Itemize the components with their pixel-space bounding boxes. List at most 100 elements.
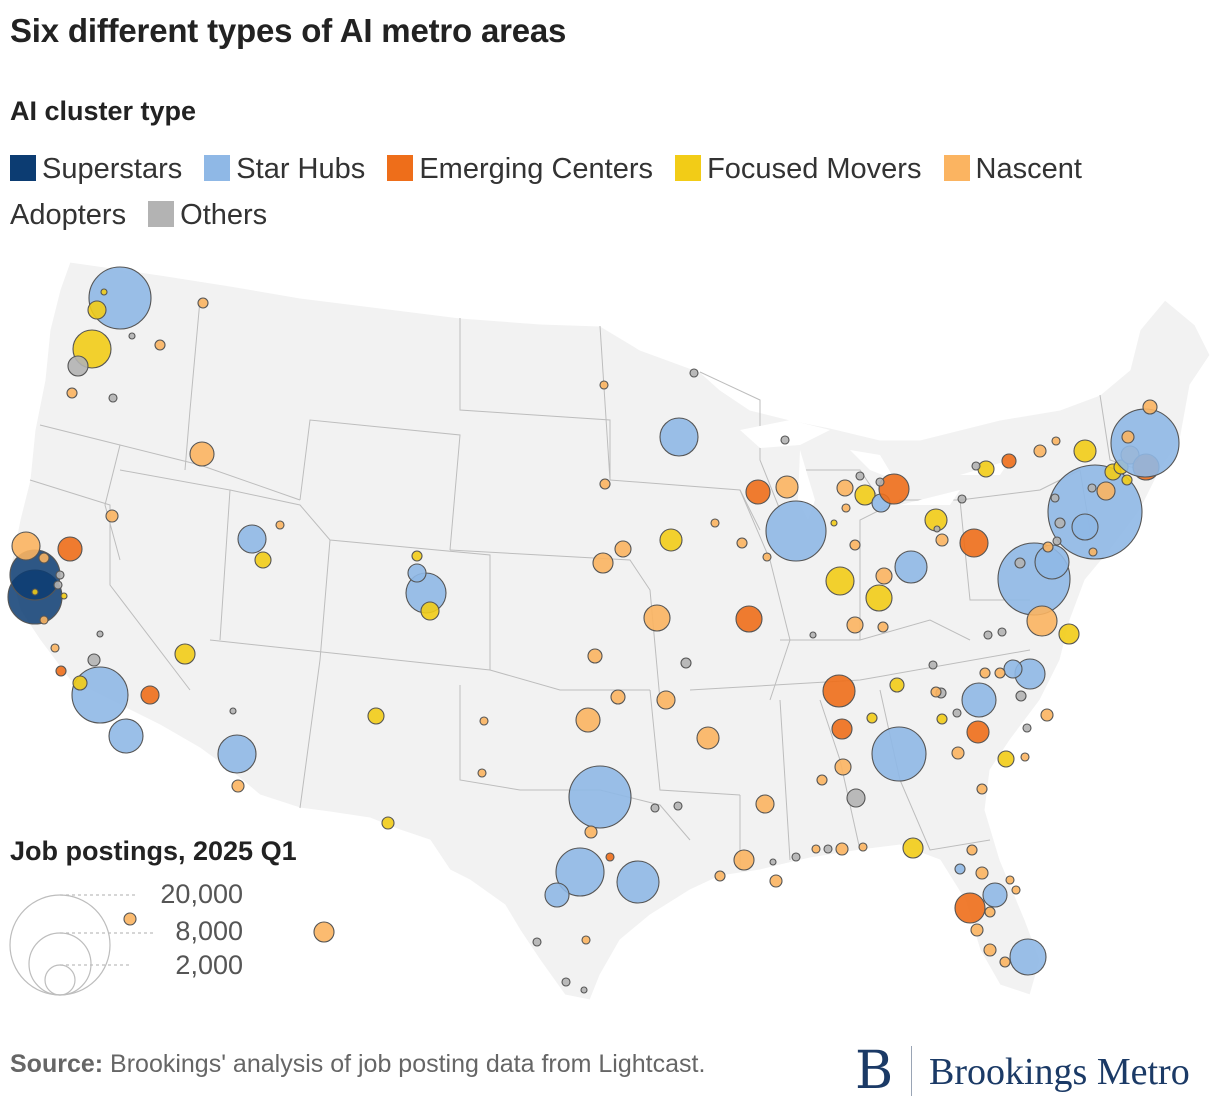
metro-bubble-emerging-center [605,852,615,862]
metro-bubble-nascent-adopter [979,667,991,679]
metro-bubble-nascent-adopter [1005,875,1015,885]
metro-bubble-other [823,844,833,854]
metro-bubble-focused-mover [825,566,855,596]
legend-item-superstars: Superstars [10,153,182,185]
metro-bubble-nascent-adopter [581,935,591,945]
metro-bubble-other [1015,690,1027,702]
metro-bubble-nascent-adopter [877,621,889,633]
metro-bubble-star-hub [616,860,660,904]
metro-bubble-star-hub [659,417,699,457]
metro-bubble-focused-mover [997,750,1015,768]
metro-bubble-nascent-adopter [846,616,864,634]
metro-bubble-emerging-center [831,718,853,740]
metro-bubble-star-hub [765,500,827,562]
metro-bubble-emerging-center [57,536,83,562]
metro-bubble-star-hub [237,524,267,554]
metro-bubble-nascent-adopter [849,539,861,551]
swatch-star-hubs [204,155,231,181]
metro-bubble-nascent-adopter [592,552,614,574]
metro-bubble-other [1050,493,1060,503]
metro-bubble-other [875,477,885,487]
metro-bubble-focused-mover [830,519,838,527]
metro-bubble-other [769,858,777,866]
metro-bubble-emerging-center [55,665,67,677]
metro-bubble-emerging-center [745,479,771,505]
metro-bubble-other [1087,483,1097,493]
metro-bubble-other [680,657,692,669]
metro-bubble-star-hub [544,882,570,908]
logo-divider [911,1046,912,1096]
metro-bubble-emerging-center [954,892,986,924]
size-label-2000: 2,000 [175,950,243,980]
metro-bubble-focused-mover [936,713,948,725]
metro-bubble-nascent-adopter [123,912,137,926]
metro-bubble-nascent-adopter [189,441,215,467]
source-label: Source: [10,1050,104,1078]
metro-bubble-nascent-adopter [656,690,676,710]
legend-label: Superstars [42,153,183,185]
legend-item-emerging-centers: Emerging Centers [387,153,653,185]
brookings-metro-logo: B Brookings Metro [855,1040,1215,1102]
source-note: Source: Brookings' analysis of job posti… [10,1050,705,1079]
metro-bubble-nascent-adopter [231,779,245,793]
metro-bubble-nascent-adopter [999,956,1011,968]
chart-title: Six different types of AI metro areas [10,12,567,49]
size-label-20000: 20,000 [160,879,243,909]
metro-bubble-other [997,627,1007,637]
metro-bubble-focused-mover [254,551,272,569]
metro-bubble-nascent-adopter [875,567,893,585]
metro-bubble-star-hub [217,734,257,774]
metro-bubble-nascent-adopter [714,870,726,882]
metro-bubble-other [1054,517,1066,529]
metro-bubble-emerging-center [822,674,856,708]
metro-bubble-nascent-adopter [1026,605,1058,637]
size-circle-20000 [9,894,111,996]
swatch-emerging-centers [387,155,414,181]
metro-bubble-focused-mover [1121,474,1133,486]
legend-label: Emerging Centers [419,153,654,185]
legend-item-star-hubs: Star Hubs [204,153,365,185]
metro-bubble-star-hub [1009,938,1047,976]
metro-bubble-other [957,494,967,504]
metro-bubble-nascent-adopter [976,783,988,795]
metro-bubble-star-hub [108,718,144,754]
metro-bubble-focused-mover [420,601,440,621]
metro-bubble-nascent-adopter [1020,752,1030,762]
metro-bubble-focused-mover [381,816,395,830]
metro-bubble-emerging-center [140,685,160,705]
metro-bubble-nascent-adopter [994,667,1006,679]
metro-bubble-nascent-adopter [858,842,868,852]
metro-bubble-other [809,631,817,639]
metro-bubble-focused-mover [889,677,905,693]
metro-bubble-nascent-adopter [614,540,632,558]
metro-bubble-nascent-adopter [1051,436,1061,446]
metro-bubble-nascent-adopter [1042,541,1054,553]
metro-bubble-nascent-adopter [1121,430,1135,444]
metro-bubble-focused-mover [100,288,108,296]
metro-bubble-nascent-adopter [696,726,720,750]
metro-bubble-nascent-adopter [930,686,942,698]
metro-bubble-focused-mover [866,712,878,724]
metro-bubble-focused-mover [977,460,995,478]
metro-bubble-other [229,707,237,715]
metro-bubble-nascent-adopter [1088,547,1098,557]
us-map [7,261,1211,1001]
metro-bubble-nascent-adopter [1033,444,1047,458]
brookings-b-mark: B [855,1041,894,1101]
metro-bubble-nascent-adopter [755,794,775,814]
metro-bubble-focused-mover [31,588,39,596]
metro-bubble-nascent-adopter [736,537,748,549]
metro-bubble-star-hub [982,882,1008,908]
metro-bubble-star-hub [1071,513,1099,541]
metro-bubble-nascent-adopter [477,768,487,778]
metro-bubble-nascent-adopter [710,518,720,528]
metro-bubble-nascent-adopter [154,339,166,351]
metro-bubble-nascent-adopter [38,552,50,564]
metro-bubble-star-hub [71,666,129,724]
size-circle-8000 [28,932,92,996]
metro-bubble-nascent-adopter [197,297,209,309]
metro-bubble-other [983,630,993,640]
metro-bubble-nascent-adopter [951,746,965,760]
metro-bubble-other [855,471,865,481]
metro-bubble-other [128,332,136,340]
